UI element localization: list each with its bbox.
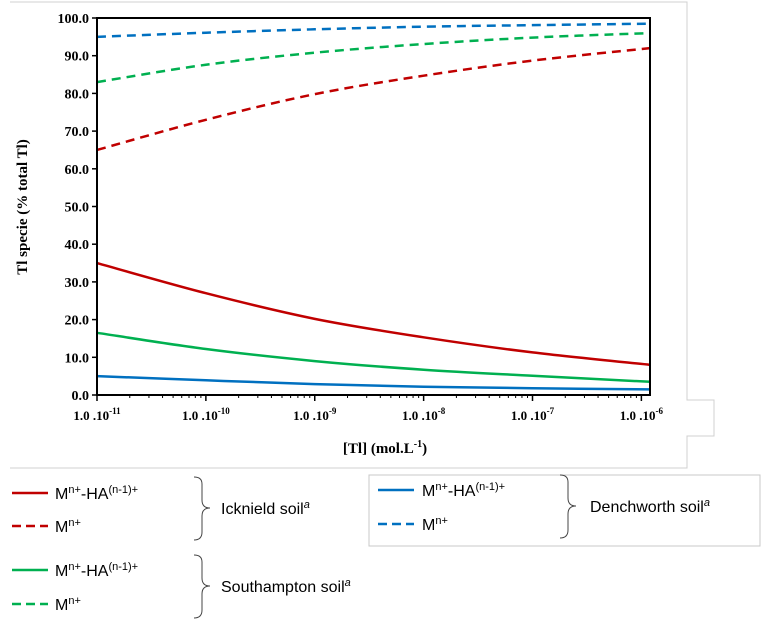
y-tick-label: 100.0	[58, 12, 90, 27]
series-line-southampton-free	[96, 31, 651, 84]
x-axis-ticks: 1.0 .10-11 1.0 .10-10 1.0 .10-9 1.0 .10-8 1.…	[73, 395, 664, 423]
series-line-icknield-complex	[96, 261, 651, 367]
x-tick-label: 1.0 .10-6	[620, 406, 664, 423]
y-tick-label: 30.0	[65, 276, 90, 291]
x-tick-label: 1.0 .10-10	[182, 406, 230, 423]
x-tick-label: 1.0 .10-8	[402, 406, 446, 423]
legend-brace-icknield	[193, 476, 211, 541]
legend-soil-southampton: Southampton soila	[221, 577, 351, 596]
legend-brace-southampton	[193, 554, 211, 619]
y-tick-label: 40.0	[65, 238, 90, 253]
legend-soil-icknield: Icknield soila	[221, 499, 310, 518]
series-line-icknield-free	[96, 46, 651, 152]
y-tick-label: 10.0	[65, 351, 90, 366]
y-tick-label: 90.0	[65, 50, 90, 65]
y-tick-label: 60.0	[65, 163, 90, 178]
series-line-southampton-complex	[96, 331, 651, 384]
y-tick-label: 0.0	[72, 389, 90, 404]
legend-label-icknield-free: Mn+	[55, 517, 81, 536]
legend-label-denchworth-complex: Mn+-HA(n-1)+	[422, 481, 505, 500]
y-axis-label: Tl specie (% total Tl)	[15, 139, 31, 275]
x-tick-label: 1.0 .10-7	[511, 406, 555, 423]
x-axis-label: [Tl] (mol.L-1)	[343, 439, 427, 457]
plot-area	[96, 17, 651, 396]
legend-group-denchworth: Mn+-HA(n-1)+ Mn+ Denchworth soila	[368, 474, 761, 547]
chart-frame	[10, 1, 715, 469]
y-tick-label: 80.0	[65, 87, 90, 102]
legend-label-denchworth-free: Mn+	[422, 515, 448, 534]
series-line-denchworth-complex	[96, 374, 651, 391]
legend-group-icknield: Mn+-HA(n-1)+ Mn+ Icknield soila	[12, 476, 310, 541]
legend-label-southampton-free: Mn+	[55, 595, 81, 614]
x-tick-label: 1.0 .10-9	[293, 406, 337, 423]
legend-label-southampton-complex: Mn+-HA(n-1)+	[55, 561, 138, 580]
legend-label-icknield-complex: Mn+-HA(n-1)+	[55, 484, 138, 503]
y-tick-label: 50.0	[65, 201, 90, 216]
series-layer	[96, 22, 651, 391]
y-axis-ticks: 0.0 10.0 20.0 30.0 40.0 50.0 60.0 70.0 80.0 90.0 1…	[58, 12, 97, 404]
y-tick-label: 70.0	[65, 125, 90, 140]
legend-brace-denchworth	[559, 474, 577, 539]
legend-box-denchworth	[368, 474, 761, 547]
legend-soil-denchworth: Denchworth soila	[590, 497, 710, 516]
legend-group-southampton: Mn+-HA(n-1)+ Mn+ Southampton soila	[12, 554, 351, 619]
y-tick-label: 20.0	[65, 314, 90, 329]
x-tick-label: 1.0 .10-11	[73, 406, 121, 423]
series-line-denchworth-free	[96, 22, 651, 39]
